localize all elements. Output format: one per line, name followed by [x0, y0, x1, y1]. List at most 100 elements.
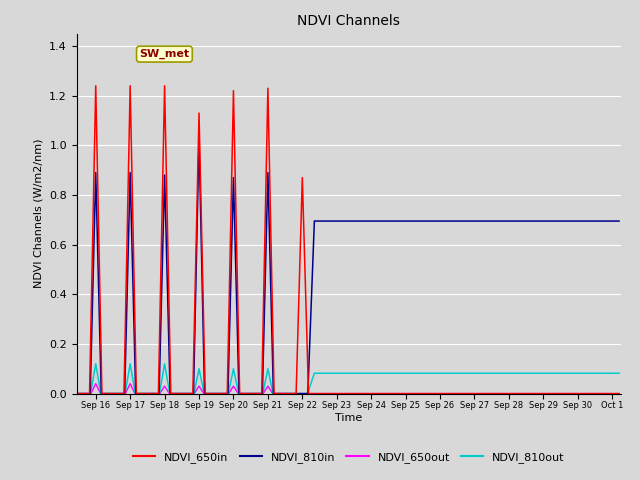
NDVI_810out: [87, 391, 95, 396]
NDVI_810in: [189, 391, 197, 396]
NDVI_650in: [258, 391, 266, 396]
NDVI_810in: [310, 218, 318, 224]
NDVI_650out: [200, 391, 208, 396]
Legend: NDVI_650in, NDVI_810in, NDVI_650out, NDVI_810out: NDVI_650in, NDVI_810in, NDVI_650out, NDV…: [129, 447, 569, 467]
NDVI_810out: [615, 371, 623, 376]
NDVI_650in: [236, 391, 243, 396]
NDVI_650out: [190, 391, 198, 396]
NDVI_650in: [202, 391, 209, 396]
NDVI_810in: [264, 170, 272, 176]
NDVI_810in: [121, 391, 129, 396]
NDVI_650out: [230, 383, 237, 389]
NDVI_650in: [73, 391, 81, 396]
NDVI_650in: [126, 83, 134, 89]
NDVI_810out: [235, 391, 243, 396]
NDVI_650in: [86, 391, 93, 396]
Y-axis label: NDVI Channels (W/m2/nm): NDVI Channels (W/m2/nm): [34, 139, 44, 288]
NDVI_650in: [195, 110, 203, 116]
NDVI_650in: [264, 85, 272, 91]
NDVI_810out: [303, 391, 311, 396]
NDVI_810out: [161, 361, 168, 367]
NDVI_810in: [615, 218, 623, 224]
NDVI_650in: [310, 391, 318, 396]
NDVI_810in: [201, 391, 209, 396]
NDVI_810out: [269, 391, 277, 396]
NDVI_810out: [97, 391, 105, 396]
NDVI_650out: [126, 381, 134, 386]
NDVI_650out: [122, 391, 129, 396]
NDVI_650out: [298, 391, 306, 396]
NDVI_810out: [310, 371, 318, 376]
NDVI_650out: [92, 381, 100, 386]
NDVI_810in: [126, 170, 134, 176]
NDVI_810in: [195, 135, 203, 141]
NDVI_810in: [132, 391, 140, 396]
NDVI_810in: [161, 172, 168, 178]
NDVI_650in: [167, 391, 175, 396]
NDVI_650out: [87, 391, 95, 396]
NDVI_810out: [230, 366, 237, 372]
NDVI_810out: [200, 391, 208, 396]
NDVI_810out: [156, 391, 163, 396]
NDVI_810in: [156, 391, 163, 396]
NDVI_650in: [230, 88, 237, 94]
NDVI_650in: [120, 391, 128, 396]
NDVI_650in: [223, 391, 231, 396]
NDVI_650in: [189, 391, 196, 396]
NDVI_650out: [294, 391, 301, 396]
X-axis label: Time: Time: [335, 413, 362, 423]
NDVI_810out: [293, 391, 301, 396]
NDVI_810in: [73, 391, 81, 396]
NDVI_650in: [161, 83, 168, 89]
NDVI_810out: [195, 366, 203, 372]
NDVI_650out: [259, 391, 267, 396]
NDVI_650in: [298, 175, 306, 180]
Line: NDVI_650out: NDVI_650out: [77, 384, 619, 394]
NDVI_650in: [132, 391, 140, 396]
NDVI_650in: [615, 391, 623, 396]
NDVI_810out: [190, 391, 198, 396]
NDVI_650out: [131, 391, 139, 396]
NDVI_650in: [305, 391, 312, 396]
NDVI_810out: [264, 366, 272, 372]
NDVI_810out: [131, 391, 139, 396]
NDVI_650out: [615, 391, 623, 396]
NDVI_810out: [259, 391, 267, 396]
Text: SW_met: SW_met: [140, 49, 189, 59]
NDVI_810in: [235, 391, 243, 396]
NDVI_810in: [304, 391, 312, 396]
NDVI_810in: [293, 391, 301, 396]
NDVI_810out: [126, 361, 134, 367]
NDVI_810in: [166, 391, 174, 396]
NDVI_650in: [92, 83, 100, 89]
NDVI_810in: [224, 391, 232, 396]
NDVI_650out: [73, 391, 81, 396]
NDVI_810out: [121, 391, 129, 396]
NDVI_650out: [264, 383, 272, 389]
NDVI_650out: [73, 391, 81, 396]
NDVI_810in: [230, 175, 237, 180]
NDVI_650in: [270, 391, 278, 396]
NDVI_650in: [73, 391, 81, 396]
NDVI_810in: [269, 391, 277, 396]
NDVI_650out: [97, 391, 104, 396]
Title: NDVI Channels: NDVI Channels: [298, 14, 400, 28]
NDVI_650in: [292, 391, 300, 396]
NDVI_650in: [155, 391, 163, 396]
NDVI_810out: [73, 391, 81, 396]
NDVI_650out: [195, 383, 203, 389]
NDVI_650out: [225, 391, 232, 396]
NDVI_810in: [259, 391, 266, 396]
NDVI_810in: [97, 391, 105, 396]
NDVI_810out: [225, 391, 232, 396]
NDVI_810out: [73, 391, 81, 396]
NDVI_810in: [73, 391, 81, 396]
NDVI_650out: [303, 391, 311, 396]
Line: NDVI_650in: NDVI_650in: [77, 86, 619, 394]
NDVI_650out: [156, 391, 164, 396]
NDVI_810in: [92, 170, 100, 176]
NDVI_650out: [234, 391, 242, 396]
NDVI_650out: [166, 391, 173, 396]
NDVI_810in: [298, 391, 306, 396]
NDVI_650out: [310, 391, 318, 396]
